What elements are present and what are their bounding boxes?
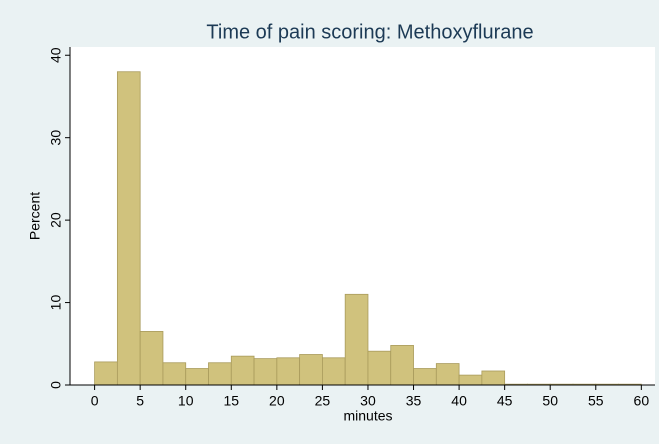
x-tick-label: 50 xyxy=(542,393,558,409)
bar xyxy=(230,355,255,386)
x-tick-label: 60 xyxy=(634,393,650,409)
bar xyxy=(367,350,392,386)
bar xyxy=(208,362,232,386)
x-tick-label: 0 xyxy=(91,393,99,409)
bar xyxy=(390,345,414,386)
bar xyxy=(139,331,164,386)
y-axis-label: Percent xyxy=(27,192,43,240)
x-tick-label: 25 xyxy=(315,393,331,409)
x-tick-label: 35 xyxy=(406,393,422,409)
bar xyxy=(344,293,369,386)
bar xyxy=(116,71,141,386)
bar xyxy=(162,362,187,386)
y-tick-label: 0 xyxy=(48,381,64,389)
bar xyxy=(458,374,483,386)
bar xyxy=(299,354,323,386)
y-tick-label: 30 xyxy=(48,130,64,146)
bar xyxy=(322,357,346,386)
y-tick-label: 40 xyxy=(48,47,64,63)
bar xyxy=(481,370,506,386)
y-tick-label: 10 xyxy=(48,295,64,311)
x-axis-label: minutes xyxy=(343,408,392,424)
x-tick-label: 20 xyxy=(269,393,285,409)
bar xyxy=(253,358,278,386)
x-tick-label: 15 xyxy=(223,393,239,409)
x-tick-label: 40 xyxy=(451,393,467,409)
bar xyxy=(435,363,460,386)
x-tick-label: 55 xyxy=(588,393,604,409)
x-tick-label: 30 xyxy=(360,393,376,409)
x-tick-label: 10 xyxy=(178,393,194,409)
y-tick-label: 20 xyxy=(48,212,64,228)
chart-title: Time of pain scoring: Methoxyflurane xyxy=(206,21,533,43)
bar xyxy=(276,357,301,386)
bar xyxy=(185,368,209,386)
x-tick-label: 45 xyxy=(497,393,513,409)
x-tick-label: 5 xyxy=(136,393,144,409)
bar xyxy=(413,368,437,386)
bar xyxy=(94,361,118,386)
